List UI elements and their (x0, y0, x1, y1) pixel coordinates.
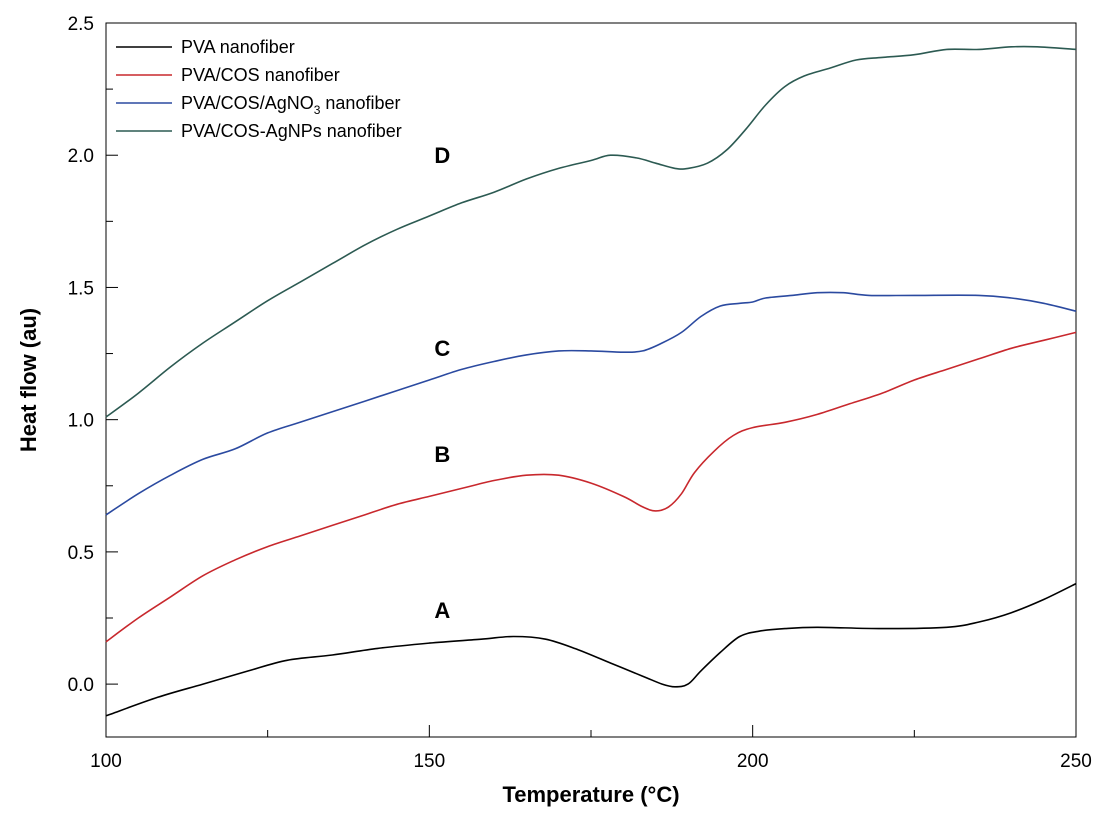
x-tick-label: 100 (90, 751, 122, 772)
y-tick-label: 1.5 (68, 278, 94, 299)
legend-entry: PVA/COS/AgNO3 nanofiber (181, 93, 400, 117)
x-tick-label: 250 (1060, 751, 1092, 772)
y-tick-label: 2.5 (68, 14, 94, 35)
y-tick-label: 2.0 (68, 146, 94, 167)
curve-labels: A B C D (434, 143, 450, 623)
y-tick-label: 0.0 (68, 675, 94, 696)
series-line (105, 582, 1077, 717)
x-tick-label: 150 (413, 751, 445, 772)
curve-label: D (434, 143, 450, 168)
series-line (105, 45, 1077, 418)
y-axis-title: Heat flow (au) (16, 308, 41, 452)
legend-entry: PVA/COS-AgNPs nanofiber (181, 121, 402, 141)
y-tick-label: 1.0 (68, 411, 94, 432)
curve-label: B (434, 442, 450, 467)
series-line (105, 331, 1077, 643)
curve-label: A (434, 598, 450, 623)
legend-entry: PVA/COS nanofiber (181, 65, 340, 85)
x-tick-label: 200 (737, 751, 769, 772)
legend: PVA nanofiber PVA/COS nanofiber PVA/COS/Ag… (116, 37, 402, 141)
curve-label: C (434, 336, 450, 361)
series-layer (105, 45, 1077, 717)
y-tick-label: 0.5 (68, 543, 94, 564)
series-line (105, 291, 1077, 516)
legend-entry: PVA nanofiber (181, 37, 295, 57)
x-axis-title: Temperature (°C) (502, 782, 679, 807)
y-axis-ticks: 0.0 0.5 1.0 1.5 2.0 2.5 (68, 14, 118, 696)
x-axis-ticks: 100 150 200 250 (90, 725, 1092, 772)
